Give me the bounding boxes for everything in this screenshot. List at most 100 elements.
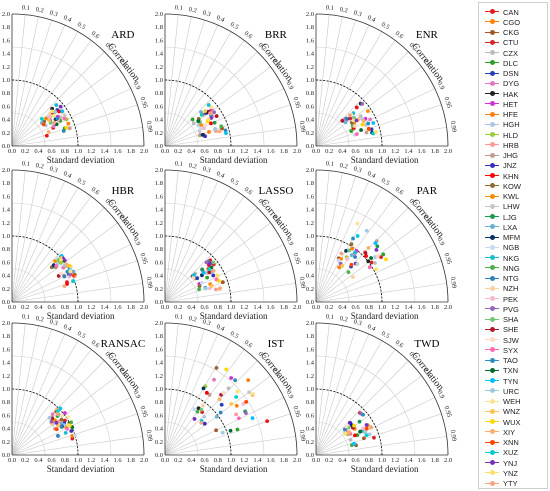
x-tick-label: 1.0 <box>378 457 386 464</box>
legend-label: DSN <box>503 69 519 78</box>
data-point-urc <box>363 430 368 435</box>
y-tick-label: 0.4 <box>155 426 164 433</box>
std-arc <box>11 235 79 303</box>
legend-item: NGB <box>485 243 519 253</box>
legend-item: MFM <box>485 233 520 243</box>
legend-item: YTY <box>485 479 518 489</box>
y-tick-label: 1.6 <box>2 37 11 44</box>
y-tick-label: 1.8 <box>306 180 314 187</box>
y-tick-label: 0.8 <box>155 246 163 253</box>
taylor-diagram-figure: 0.0 0.0 0.2 0.2 0.4 0.4 0.6 0.6 0.8 0.8 1.0 1.0 1.2 1… <box>2 4 458 474</box>
x-tick-label: 1.2 <box>391 457 399 464</box>
data-point-yty <box>347 113 352 118</box>
y-tick-label: 0.0 <box>2 299 10 306</box>
data-point-txn <box>359 128 363 132</box>
data-point-xiy <box>347 430 352 435</box>
y-tick-label: 0.4 <box>2 273 11 280</box>
data-point-ynz <box>235 389 240 394</box>
data-point-xuz <box>355 234 360 238</box>
correlation-tick-label: 0.5 <box>229 177 240 187</box>
x-tick-label: 0.6 <box>352 304 361 311</box>
data-point-ngb <box>73 433 78 438</box>
correlation-tick-label: 0.7 <box>408 198 419 209</box>
y-tick-label: 1.4 <box>2 207 11 214</box>
data-point-pek <box>241 402 246 406</box>
y-tick-label: 1.0 <box>155 233 163 240</box>
legend-item: TAO <box>485 356 518 366</box>
y-tick-label: 1.4 <box>306 51 315 58</box>
x-tick-label: 0.0 <box>312 304 320 311</box>
legend-label: MFM <box>503 233 521 242</box>
data-point-kow <box>214 366 219 370</box>
correlation-tick-label: 0.4 <box>366 170 377 180</box>
correlation-axis-label: Correlation <box>105 350 142 393</box>
x-tick-label: 1.2 <box>240 304 248 311</box>
legend-marker-icon <box>485 111 499 119</box>
data-point-mfm <box>201 386 206 391</box>
legend-marker-icon <box>485 439 499 447</box>
x-tick-label: 1.2 <box>87 148 95 155</box>
data-point-yty <box>369 425 373 430</box>
correlation-tick-label: 0.95 <box>291 96 301 109</box>
x-tick-label: 0.4 <box>34 304 43 311</box>
x-tick-label: 1.4 <box>100 457 109 464</box>
correlation-tick-label: 0.5 <box>380 177 391 187</box>
data-point-xnn <box>364 426 369 431</box>
x-tick-label: 0.6 <box>201 304 210 311</box>
correlation-tick-label: 0.99 <box>145 276 154 288</box>
correlation-tick-label: 0.7 <box>408 42 419 53</box>
legend-item: XUZ <box>485 448 518 458</box>
legend-item: DYG <box>485 79 519 89</box>
data-point-wux <box>217 279 221 283</box>
data-point-ljg <box>357 419 362 424</box>
x-tick-label: 1.4 <box>253 304 262 311</box>
data-point-xnn <box>54 427 59 432</box>
data-point-ckg <box>362 436 366 441</box>
y-tick-label: 0.2 <box>306 130 314 137</box>
correlation-axis-label: Correlation <box>409 41 446 84</box>
correlation-tick-label: 0.6 <box>90 339 101 350</box>
outer-arc <box>315 169 449 303</box>
correlation-tick-label: 0.9 <box>132 236 142 246</box>
correlation-tick-label: 0.5 <box>76 330 87 340</box>
correlation-tick-label: 0.4 <box>62 170 73 180</box>
correlation-tick-label: 0.6 <box>243 30 254 41</box>
data-point-hgh <box>196 123 201 127</box>
y-tick-label: 1.4 <box>155 207 164 214</box>
legend-marker-icon <box>485 182 499 190</box>
x-tick-label: 1.8 <box>280 304 288 311</box>
legend-label: TAO <box>503 356 518 365</box>
legend-label: CGO <box>503 17 521 27</box>
y-tick-label: 1.0 <box>2 233 10 240</box>
correlation-tick-label: 0.9 <box>436 236 446 246</box>
legend-label: SHA <box>503 315 519 324</box>
data-point-cgo <box>337 265 342 270</box>
data-point-xnn <box>349 262 354 267</box>
legend-marker-icon <box>485 449 499 457</box>
data-point-jnz <box>202 421 207 426</box>
data-point-czx <box>226 386 231 391</box>
y-tick-label: 0.6 <box>2 259 11 266</box>
x-tick-label: 0.6 <box>201 148 210 155</box>
x-tick-label: 2.0 <box>293 148 301 155</box>
legend-item: CGO <box>485 17 520 27</box>
correlation-tick-label: 0.3 <box>202 9 212 18</box>
data-point-sjw <box>191 276 196 280</box>
data-point-hfe <box>350 246 354 251</box>
x-tick-label: 1.4 <box>253 148 262 155</box>
y-tick-label: 0.4 <box>306 273 315 280</box>
y-tick-label: 1.8 <box>306 24 314 31</box>
correlation-tick-label: 0.2 <box>35 315 44 323</box>
outer-arc <box>315 322 449 456</box>
x-tick-label: 0.8 <box>365 304 373 311</box>
y-tick-label: 1.0 <box>155 77 163 84</box>
legend-item: KOW <box>485 181 521 191</box>
y-tick-label: 0.6 <box>2 412 11 419</box>
legend-marker-icon <box>485 408 499 416</box>
legend-label: XUZ <box>503 448 518 458</box>
legend-marker-icon <box>485 285 499 293</box>
data-point-txn <box>358 429 363 434</box>
legend-item: JNZ <box>485 161 517 171</box>
legend-label: KOW <box>503 181 521 191</box>
data-point-dyg <box>51 124 56 129</box>
